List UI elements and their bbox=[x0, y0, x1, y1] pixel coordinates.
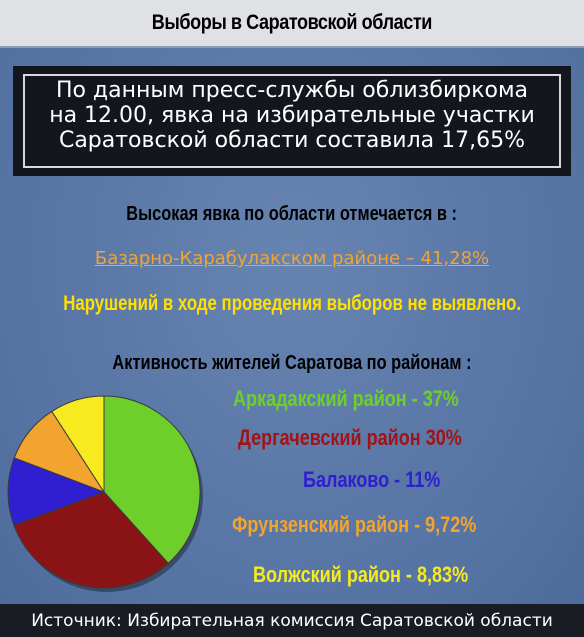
pie-chart bbox=[7, 395, 203, 592]
source-bar: Источник: Избирательная комиссия Саратов… bbox=[0, 604, 584, 637]
pie-slice-1 bbox=[13, 491, 169, 589]
legend-arkadak: Аркадакский район - 37% bbox=[233, 386, 459, 411]
pie-slice-0 bbox=[103, 395, 201, 565]
source-text: Источник: Избирательная комиссия Саратов… bbox=[31, 610, 553, 631]
info-text: По данным пресс-службы облизбиркома на 1… bbox=[0, 78, 584, 153]
no-violations-notice: Нарушений в ходе проведения выборов не в… bbox=[63, 292, 521, 315]
info-line: на 12.00, явка на избирательные участки bbox=[49, 103, 535, 128]
high-turnout-heading: Высокая явка по области отмечается в : bbox=[126, 203, 458, 225]
info-line: По данным пресс-службы облизбиркома bbox=[55, 78, 529, 103]
title-bar: Выборы в Саратовской области bbox=[0, 0, 584, 48]
info-box-border bbox=[23, 74, 561, 168]
info-line: Саратовской области составила 17,65% bbox=[58, 128, 526, 153]
legend-dergachi: Дергачевский район 30% bbox=[238, 425, 462, 450]
pie-slice-4 bbox=[51, 395, 105, 494]
pie-slice-2 bbox=[7, 457, 106, 526]
high-turnout-district: Базарно-Карабулакском районе – 41,28% bbox=[94, 248, 490, 269]
legend-frunze: Фрунзенский район - 9,72% bbox=[232, 512, 477, 537]
legend-balakovo: Балаково - 11% bbox=[303, 467, 441, 492]
info-box bbox=[13, 66, 571, 176]
activity-heading: Активность жителей Саратова по районам : bbox=[112, 352, 472, 374]
legend-volzhsky: Волжский район - 8,83% bbox=[253, 562, 469, 587]
page-title: Выборы в Саратовской области bbox=[151, 11, 433, 34]
